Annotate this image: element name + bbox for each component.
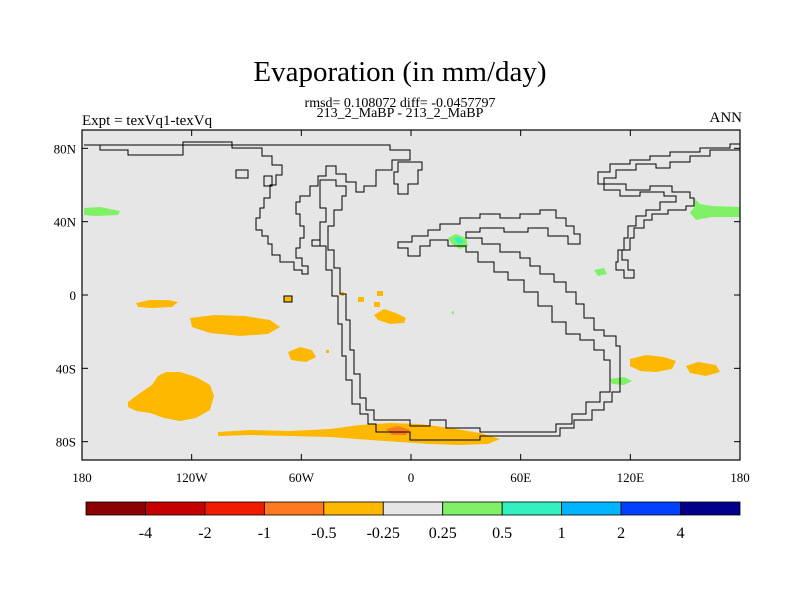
colorbar-label: 1 (558, 525, 566, 542)
field-patch-north-pacific-green (84, 207, 120, 216)
x-tick-label: 180 (72, 470, 92, 485)
colorbar-label: -1 (258, 525, 271, 542)
y-tick-label: 0 (70, 288, 77, 303)
field-patch-southern-ocean-strong (386, 426, 410, 435)
y-axis-ticks: 80N 40N 0 40S 80S (54, 141, 740, 450)
y-tick-label: 80S (56, 435, 76, 450)
colorbar-label: 4 (677, 525, 685, 542)
field-patch-east-asia-green (690, 198, 740, 220)
x-tick-label: 180 (730, 470, 750, 485)
season-label: ANN (709, 110, 743, 126)
colorbar-label: -0.25 (367, 525, 400, 542)
outline-small-square (283, 295, 293, 303)
y-tick-label: 40S (56, 361, 76, 376)
continent-outlines (84, 141, 741, 441)
colorbar-label: -0.5 (311, 525, 336, 542)
field-patch-india-green (594, 268, 607, 276)
field-patch-tropical-atlantic-west (374, 309, 406, 324)
x-tick-label: 0 (408, 470, 415, 485)
colorbar (85, 501, 741, 516)
stats-subtitle: rmsd= 0.108072 diff= -0.0457797 (304, 96, 496, 111)
evaporation-field (84, 198, 740, 445)
field-patch-australia-green (610, 377, 632, 385)
experiment-label: Expt = texVq1-texVq (82, 113, 213, 129)
colorbar-box (382, 501, 444, 516)
outline-island-2 (263, 175, 273, 187)
field-patch-south-pacific-small (288, 347, 316, 362)
field-patch-tasman (686, 362, 720, 376)
colorbar-labels: -4 -2 -1 -0.5 -0.25 0.25 0.5 1 2 4 (139, 525, 685, 542)
colorbar-box (442, 501, 503, 516)
colorbar-box (323, 501, 384, 516)
colorbar-box (561, 501, 622, 516)
field-patch-dot-1 (358, 297, 364, 302)
colorbar-label: 2 (617, 525, 625, 542)
outline-south-america (319, 179, 621, 441)
outline-north-america (84, 141, 411, 275)
outline-island-1 (235, 169, 249, 179)
colorbar-label: 0.5 (492, 525, 512, 542)
field-patch-south-pacific-large (128, 372, 214, 421)
field-patch-dot-5 (326, 350, 329, 353)
plot-title: Evaporation (in mm/day) (253, 56, 547, 88)
field-patch-dot-2 (377, 291, 383, 296)
colorbar-box (263, 501, 325, 516)
x-tick-label: 60W (289, 470, 315, 485)
colorbar-box (204, 501, 265, 516)
x-tick-label: 60E (510, 470, 531, 485)
x-tick-label: 120E (617, 470, 645, 485)
x-axis-ticks: 180 120W 60W 0 60E 120E 180 (72, 130, 750, 485)
colorbar-label: 0.25 (429, 525, 457, 542)
y-tick-label: 40N (54, 215, 77, 230)
field-patch-dot-3 (374, 302, 380, 307)
field-patch-mediterranean-teal (454, 237, 464, 244)
colorbar-box (620, 501, 681, 516)
field-patch-tropical-pacific-central (190, 315, 280, 336)
outline-east-asia (603, 183, 695, 279)
case-subtitle: 213_2_MaBP - 213_2_MaBP (316, 106, 484, 121)
outline-greenland (393, 161, 423, 195)
y-tick-label: 80N (54, 141, 77, 156)
colorbar-box (145, 501, 206, 516)
field-patch-atlantic-green (451, 311, 454, 315)
field-patch-indian-ocean (630, 355, 676, 372)
field-patch-tropical-pacific-west (136, 300, 178, 308)
colorbar-label: -2 (198, 525, 211, 542)
colorbar-box (85, 501, 146, 516)
colorbar-box (501, 501, 563, 516)
colorbar-label: -4 (139, 525, 152, 542)
x-tick-label: 120W (176, 470, 209, 485)
colorbar-box (680, 501, 741, 516)
